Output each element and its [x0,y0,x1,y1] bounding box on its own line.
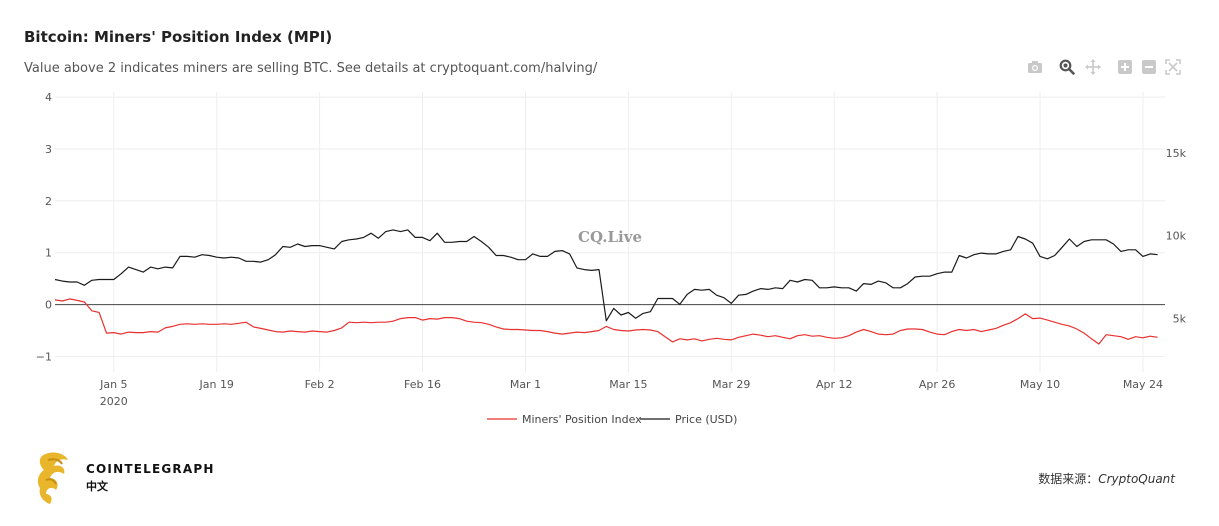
x-tick-label: Feb 2 [305,378,335,391]
source-name: CryptoQuant [1098,472,1175,486]
watermark: CQ.Live [578,228,642,246]
zoom-icon[interactable] [1058,58,1076,76]
y-left-tick-label: 4 [45,91,52,104]
x-tick-label: Mar 29 [712,378,750,391]
brand-name: COINTELEGRAPH [86,462,215,476]
chart-subtitle: Value above 2 indicates miners are selli… [24,61,598,76]
x-tick-label: Jan 5 [99,378,127,391]
mpi-series-line[interactable] [54,298,1158,345]
y-left-tick-label: 3 [45,143,52,156]
legend: Miners' Position Index Price (USD) [487,413,737,426]
data-source: 数据来源：CryptoQuant [1038,470,1175,487]
legend-label-price[interactable]: Price (USD) [675,413,737,426]
zoom-in-icon[interactable] [1116,58,1134,76]
pan-icon[interactable] [1084,58,1102,76]
y-left-tick-label: 2 [45,195,52,208]
y-left-tick-label: 0 [45,299,52,312]
x-tick-label: Feb 16 [404,378,441,391]
axis-layer: Jan 5 2020 Jan 19 Feb 2 Feb 16 Mar 1 Mar 15 Mar… [36,91,1187,408]
legend-label-mpi[interactable]: Miners' Position Index [522,413,642,426]
x-tick-label: Apr 26 [919,378,956,391]
chart-modebar [1026,58,1186,78]
brand-subtitle: 中文 [86,480,108,493]
x-tick-label: Jan 19 [198,378,233,391]
autoscale-icon[interactable] [1164,58,1182,76]
series-layer [54,229,1158,345]
cointelegraph-brand: COINTELEGRAPH 中文 [34,450,214,510]
chart-title: Bitcoin: Miners' Position Index (MPI) [24,28,333,46]
y-right-tick-label: 15k [1166,147,1187,160]
x-tick-label: Mar 15 [609,378,647,391]
price-series-line[interactable] [54,229,1158,322]
source-label: 数据来源： [1038,472,1099,486]
x-tick-label: Mar 1 [510,378,541,391]
x-tick-label: May 10 [1020,378,1060,391]
y-right-tick-label: 10k [1166,230,1187,243]
camera-icon[interactable] [1026,58,1044,76]
x-tick-label: Apr 12 [816,378,853,391]
x-tick-label: May 24 [1123,378,1163,391]
x-tick-year-label: 2020 [100,395,128,408]
y-right-tick-label: 5k [1173,312,1187,325]
y-left-tick-label: 1 [45,247,52,260]
grid-layer [55,92,1165,372]
cointelegraph-logo-icon [37,452,68,504]
y-left-tick-label: −1 [36,350,52,363]
zoom-out-icon[interactable] [1140,58,1158,76]
